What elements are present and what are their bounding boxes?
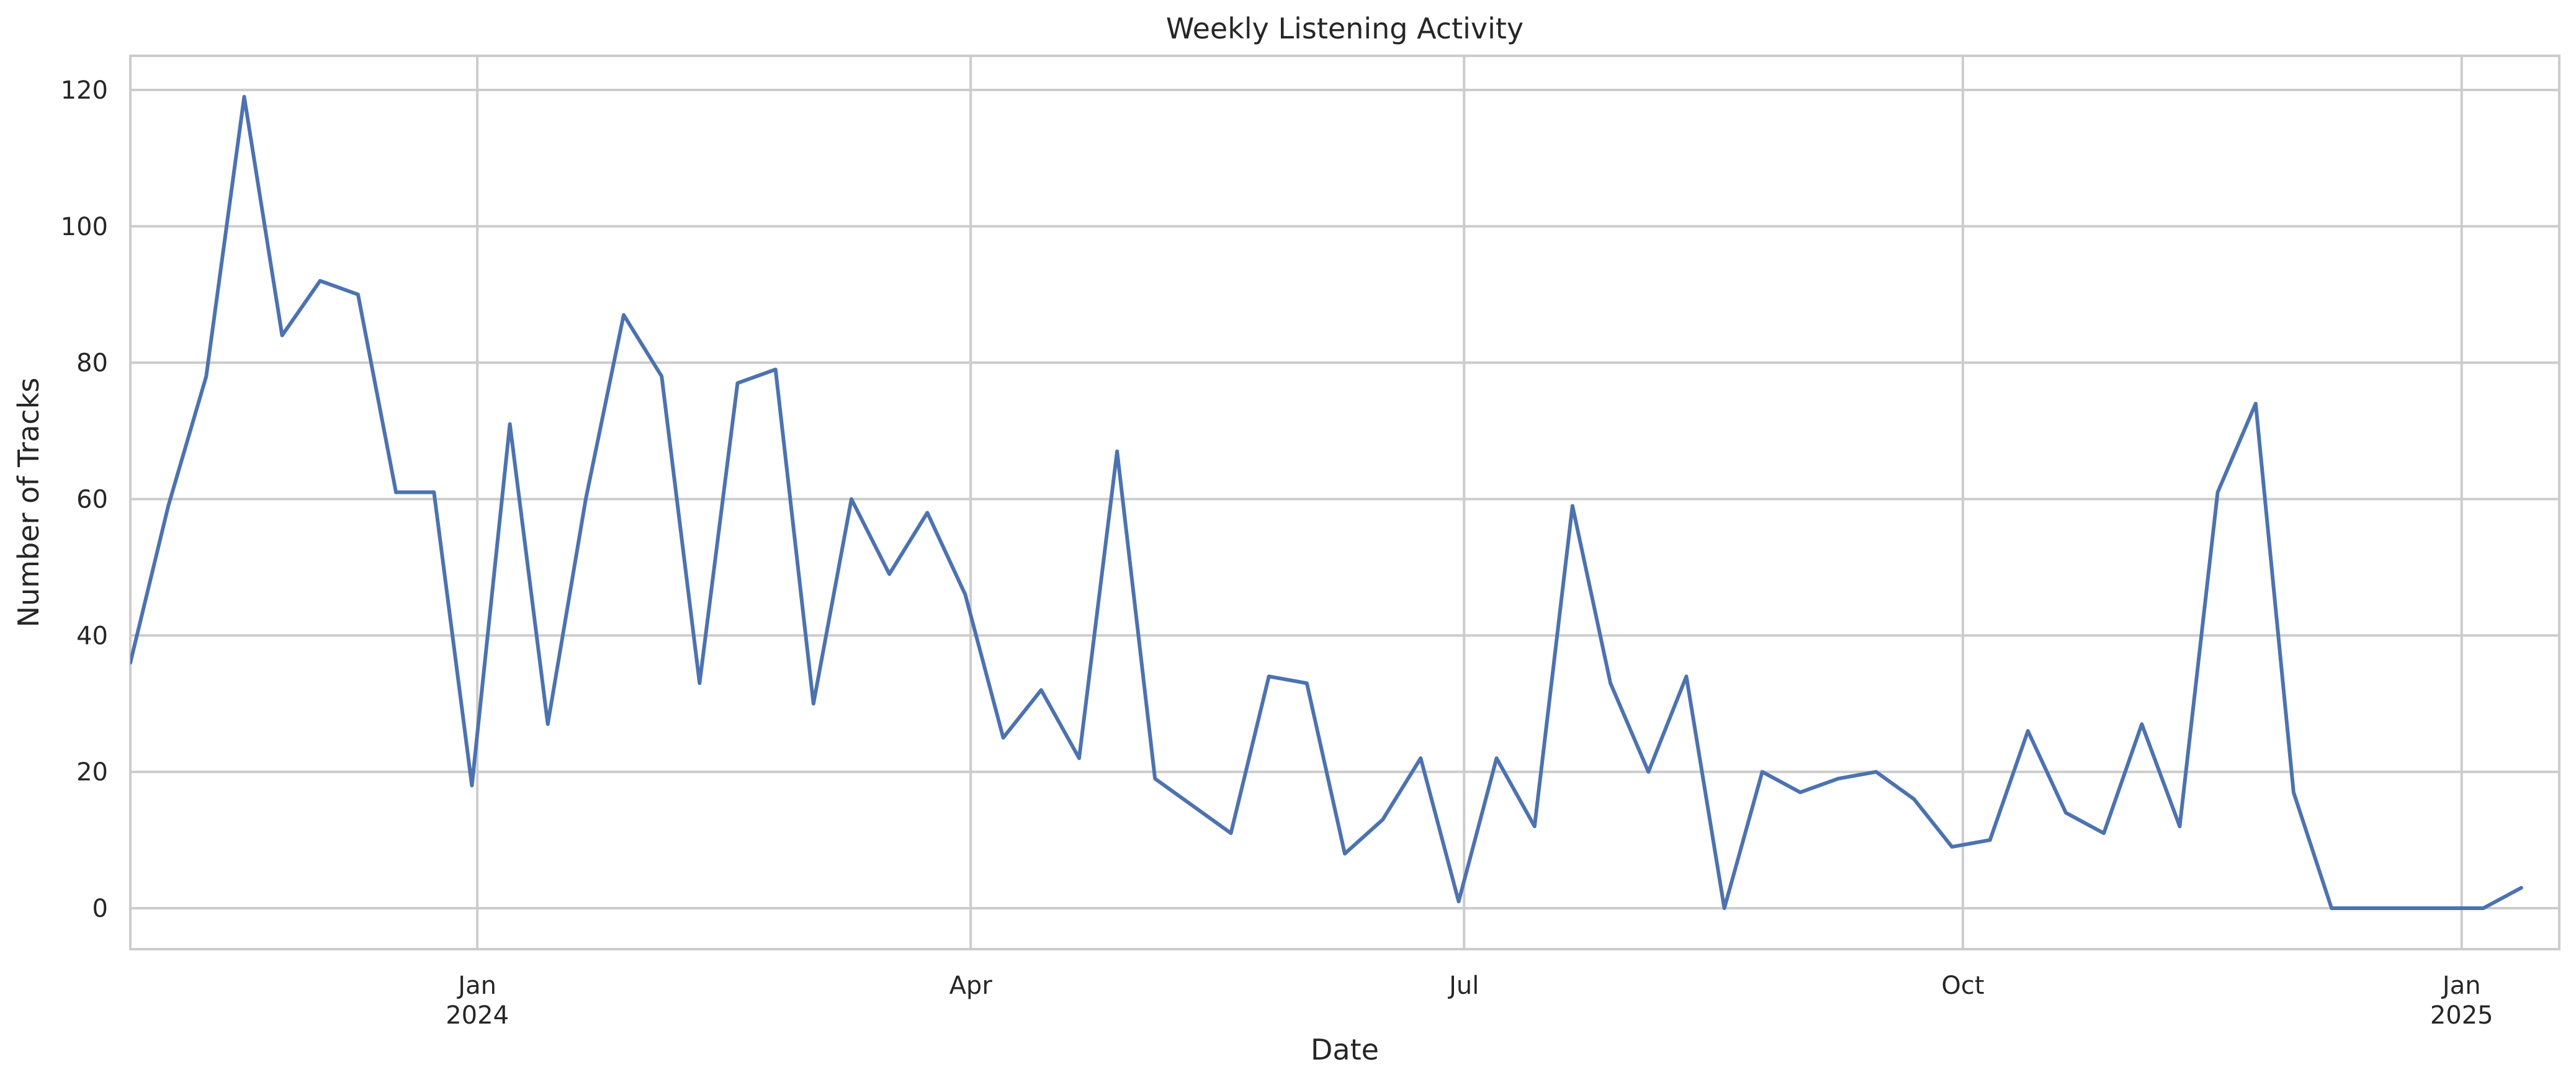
- y-tick-label: 100: [61, 213, 108, 241]
- x-axis-label: Date: [1311, 1033, 1379, 1066]
- y-tick-label: 120: [61, 76, 108, 105]
- y-tick-labels: 0 20 40 60 80 100 120: [61, 76, 108, 923]
- y-tick-label: 60: [76, 486, 108, 514]
- series-layer: [130, 95, 2523, 910]
- chart-title: Weekly Listening Activity: [1166, 12, 1524, 45]
- x-tick-label: Oct: [1941, 971, 1984, 1000]
- x-tick-label: Apr: [949, 971, 993, 1000]
- y-tick-label: 0: [92, 895, 108, 923]
- x-tick-label: Jul: [1447, 971, 1479, 1000]
- x-tick-label: Jan: [456, 971, 496, 1000]
- plot-frame: [129, 55, 2560, 950]
- y-tick-label: 20: [76, 758, 108, 787]
- x-tick-sublabel: 2024: [446, 1001, 509, 1030]
- series-line: [130, 95, 2523, 910]
- y-tick-label: 40: [76, 622, 108, 650]
- y-axis-label: Number of Tracks: [12, 378, 45, 628]
- y-tick-label: 80: [76, 349, 108, 378]
- x-tick-label: Jan: [2441, 971, 2481, 1000]
- x-tick-sublabel: 2025: [2430, 1001, 2493, 1030]
